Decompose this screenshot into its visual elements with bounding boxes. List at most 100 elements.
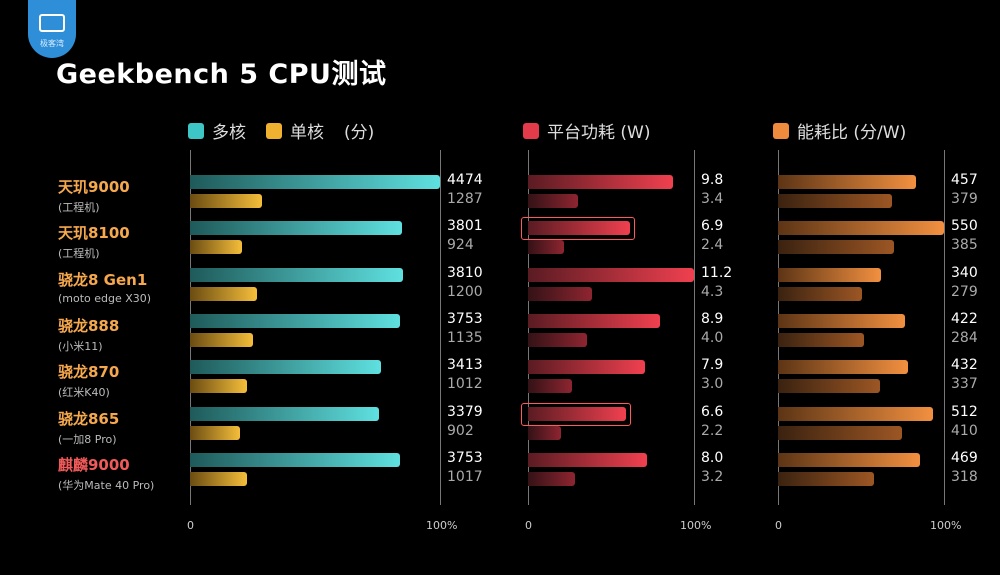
category-label: 麒麟9000 (华为Mate 40 Pro) <box>58 454 154 493</box>
perf-bar-bottom <box>190 194 262 208</box>
legend-label: 多核 <box>212 123 246 143</box>
eff-tick-full: 100% <box>930 519 962 532</box>
category-sub: (红米K40) <box>58 386 110 400</box>
eff-bar-top <box>778 175 916 189</box>
power-highlight-box <box>521 217 636 241</box>
legend-perf: 多核 单核 (分) <box>188 118 374 143</box>
logo-text: 极客湾 <box>40 38 64 48</box>
power-value-label: 8.9 <box>701 310 724 327</box>
perf-value-label: 924 <box>447 237 474 254</box>
power-bar-top <box>528 267 694 282</box>
legend-item-singlecore: 单核 <box>266 118 324 143</box>
power-value-label: 6.9 <box>701 218 724 235</box>
category-label: 天玑8100 (工程机) <box>58 222 130 261</box>
perf-bar-top <box>190 452 400 467</box>
category-name: 骁龙8 Gen1 <box>58 270 148 289</box>
legend-eff: 能耗比 (分/W) <box>773 118 926 143</box>
eff-bar-top <box>778 452 920 467</box>
power-highlight-box <box>521 402 631 426</box>
power-bar-bottom <box>528 286 592 301</box>
perf-value-label: 1135 <box>447 329 483 346</box>
perf-bar-bottom <box>190 286 258 301</box>
legend-item-power: 平台功耗 (W) <box>523 118 650 143</box>
eff-bar-bottom <box>778 379 880 394</box>
eff-axis-full <box>944 150 945 505</box>
power-value-label: 9.8 <box>701 172 724 188</box>
eff-tick-zero: 0 <box>775 519 782 532</box>
eff-bar-top <box>778 360 909 375</box>
category-name: 骁龙870 <box>58 363 120 382</box>
eff-value-label: 432 <box>951 357 978 374</box>
power-tick-full: 100% <box>680 519 712 532</box>
perf-bar-bottom <box>190 425 241 440</box>
power-value-label: 4.3 <box>701 283 724 300</box>
perf-value-label: 3379 <box>447 403 483 420</box>
perf-bar-top <box>190 175 440 189</box>
eff-value-label: 469 <box>951 449 978 466</box>
perf-value-label: 902 <box>447 422 474 439</box>
perf-bar-top <box>190 267 403 282</box>
perf-bar-top <box>190 360 381 375</box>
legend-label: 平台功耗 (W) <box>547 123 651 143</box>
category-sub: (小米11) <box>58 339 103 353</box>
eff-value-label: 422 <box>951 310 978 327</box>
category-label: 骁龙870 (红米K40) <box>58 361 119 400</box>
legend-label: 单核 <box>290 123 324 143</box>
category-label: 天玑9000 (工程机) <box>58 176 130 215</box>
power-bar-bottom <box>528 194 579 208</box>
eff-bar-top <box>778 406 933 421</box>
power-bar-top <box>528 221 631 236</box>
category-sub: (华为Mate 40 Pro) <box>58 478 155 492</box>
perf-bar-top <box>190 406 379 421</box>
power-bar-top <box>528 452 647 467</box>
perf-value-label: 3810 <box>447 264 483 281</box>
legend-power: 平台功耗 (W) <box>523 118 670 143</box>
power-value-label: 2.4 <box>701 237 724 254</box>
power-bar-bottom <box>528 379 573 394</box>
legend-item-unit: (分) <box>344 118 374 143</box>
perf-bar-bottom <box>190 332 254 347</box>
power-value-label: 3.2 <box>701 468 724 485</box>
category-name: 天玑9000 <box>58 178 130 196</box>
eff-value-label: 385 <box>951 237 978 254</box>
power-value-label: 4.0 <box>701 329 724 346</box>
power-bar-bottom <box>528 332 588 347</box>
power-value-label: 7.9 <box>701 357 724 374</box>
category-sub: (工程机) <box>58 247 100 261</box>
perf-value-label: 1012 <box>447 376 483 393</box>
power-value-label: 3.4 <box>701 191 724 207</box>
eff-value-label: 340 <box>951 264 978 281</box>
power-value-label: 2.2 <box>701 422 724 439</box>
perf-value-label: 3413 <box>447 357 483 374</box>
category-label: 骁龙888 (小米11) <box>58 315 119 354</box>
power-axis-full <box>694 150 695 505</box>
category-sub: (moto edge X30) <box>58 291 152 305</box>
eff-bar-bottom <box>778 471 874 486</box>
category-label: 骁龙865 (一加8 Pro) <box>58 408 119 447</box>
perf-bar-bottom <box>190 240 242 255</box>
perf-axis-full <box>440 150 441 505</box>
eff-bar-top <box>778 221 944 236</box>
perf-bar-bottom <box>190 471 247 486</box>
category-name: 骁龙865 <box>58 409 120 428</box>
power-bar-top <box>528 313 660 328</box>
camera-icon <box>39 13 65 32</box>
power-value-label: 11.2 <box>701 264 733 281</box>
legend-label: 能耗比 (分/W) <box>797 123 907 143</box>
perf-tick-zero: 0 <box>187 519 194 532</box>
eff-bar-bottom <box>778 194 893 208</box>
perf-bar-top <box>190 313 400 328</box>
eff-value-label: 410 <box>951 422 978 439</box>
legend-swatch <box>188 122 204 139</box>
legend-item-multicore: 多核 <box>188 118 246 143</box>
category-label: 骁龙8 Gen1 (moto edge X30) <box>58 269 151 305</box>
brand-logo: 极客湾 <box>28 0 76 58</box>
legend-item-efficiency: 能耗比 (分/W) <box>773 118 906 143</box>
category-sub: (工程机) <box>58 201 100 214</box>
perf-value-label: 3753 <box>447 310 483 327</box>
power-value-label: 3.0 <box>701 376 724 393</box>
eff-value-label: 379 <box>951 191 978 207</box>
perf-value-label: 3801 <box>447 218 483 235</box>
perf-bar-bottom <box>190 379 247 394</box>
eff-value-label: 279 <box>951 283 978 300</box>
